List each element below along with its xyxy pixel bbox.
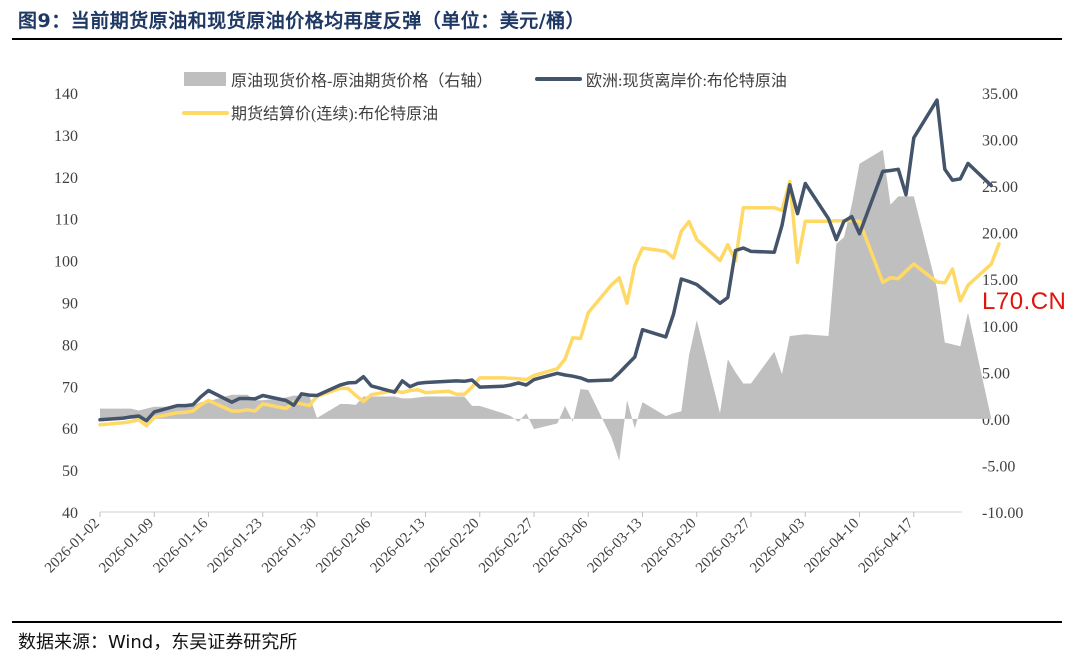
bottom-rule (12, 621, 1062, 623)
right-axis-tick-label: 35.00 (982, 86, 1018, 103)
legend-label-spread: 原油现货价格-原油期货价格（右轴） (231, 72, 492, 90)
x-axis-tick-label: 2026-01-23 (205, 516, 266, 577)
legend: 原油现货价格-原油期货价格（右轴） 欧洲:现货离岸价:布伦特原油期货结算价(连续)… (182, 72, 787, 123)
right-axis-tick-label: -5.00 (982, 458, 1015, 475)
right-axis-tick-label: 20.00 (982, 226, 1018, 243)
left-axis-tick-label: 50 (62, 463, 78, 480)
source-note: 数据来源：Wind，东吴证券研究所 (18, 632, 298, 653)
left-axis: 40 50 60 70 80 90 100 110 120 130 140 (54, 86, 78, 522)
x-axis-tick-label: 2026-02-13 (368, 516, 429, 577)
watermark: L70.CN (982, 288, 1067, 315)
spot-price-line (98, 98, 994, 423)
x-axis-tick-label: 2026-03-06 (530, 515, 591, 576)
legend-label-spot: 欧洲:现货离岸价:布伦特原油 (586, 72, 787, 90)
x-axis-tick-label: 2026-01-30 (259, 516, 320, 577)
left-axis-tick-label: 40 (62, 505, 78, 522)
x-axis-tick-label: 2026-02-06 (313, 515, 374, 576)
legend-label-futures: 期货结算价(连续):布伦特原油 (231, 104, 438, 123)
left-axis-tick-label: 110 (55, 212, 78, 229)
left-axis-tick-label: 100 (54, 254, 78, 271)
right-axis-tick-label: 15.00 (982, 272, 1018, 289)
x-axis-tick-label: 2026-03-27 (693, 515, 754, 576)
right-axis-tick-label: 10.00 (982, 319, 1018, 336)
x-axis-tick-label: 2026-02-27 (476, 515, 537, 576)
x-axis-tick-label: 2026-03-20 (639, 516, 700, 577)
x-axis-tick-label: 2026-01-09 (96, 516, 157, 577)
x-axis-tick-label: 2026-01-02 (42, 516, 103, 577)
top-rule (12, 38, 1062, 40)
right-axis-tick-label: 5.00 (982, 365, 1010, 382)
left-axis-tick-label: 60 (62, 421, 78, 438)
left-axis-tick-label: 130 (54, 128, 78, 145)
plot-area (98, 98, 1001, 461)
right-axis-tick-label: 30.00 (982, 133, 1018, 150)
x-axis-tick-label: 2026-01-16 (151, 515, 212, 576)
x-axis-tick-label: 2026-04-03 (747, 516, 808, 577)
left-axis-tick-label: 120 (54, 170, 78, 187)
legend-swatch-spread (184, 72, 226, 86)
spread-area (100, 149, 992, 461)
x-axis-tick-label: 2026-02-20 (422, 516, 483, 577)
x-axis: 2026-01-022026-01-092026-01-162026-01-23… (42, 511, 962, 577)
x-axis-tick-label: 2026-04-10 (802, 516, 863, 577)
x-axis-tick-label: 2026-03-13 (585, 516, 646, 577)
right-axis-tick-label: -10.00 (982, 505, 1023, 522)
left-axis-tick-label: 90 (62, 296, 78, 313)
figure-title: 图9：当前期货原油和现货原油价格均再度反弹（单位：美元/桶） (18, 10, 586, 32)
left-axis-tick-label: 140 (54, 86, 78, 103)
left-axis-tick-label: 80 (62, 337, 78, 354)
left-axis-tick-label: 70 (62, 379, 78, 396)
x-axis-tick-label: 2026-04-17 (856, 515, 917, 576)
